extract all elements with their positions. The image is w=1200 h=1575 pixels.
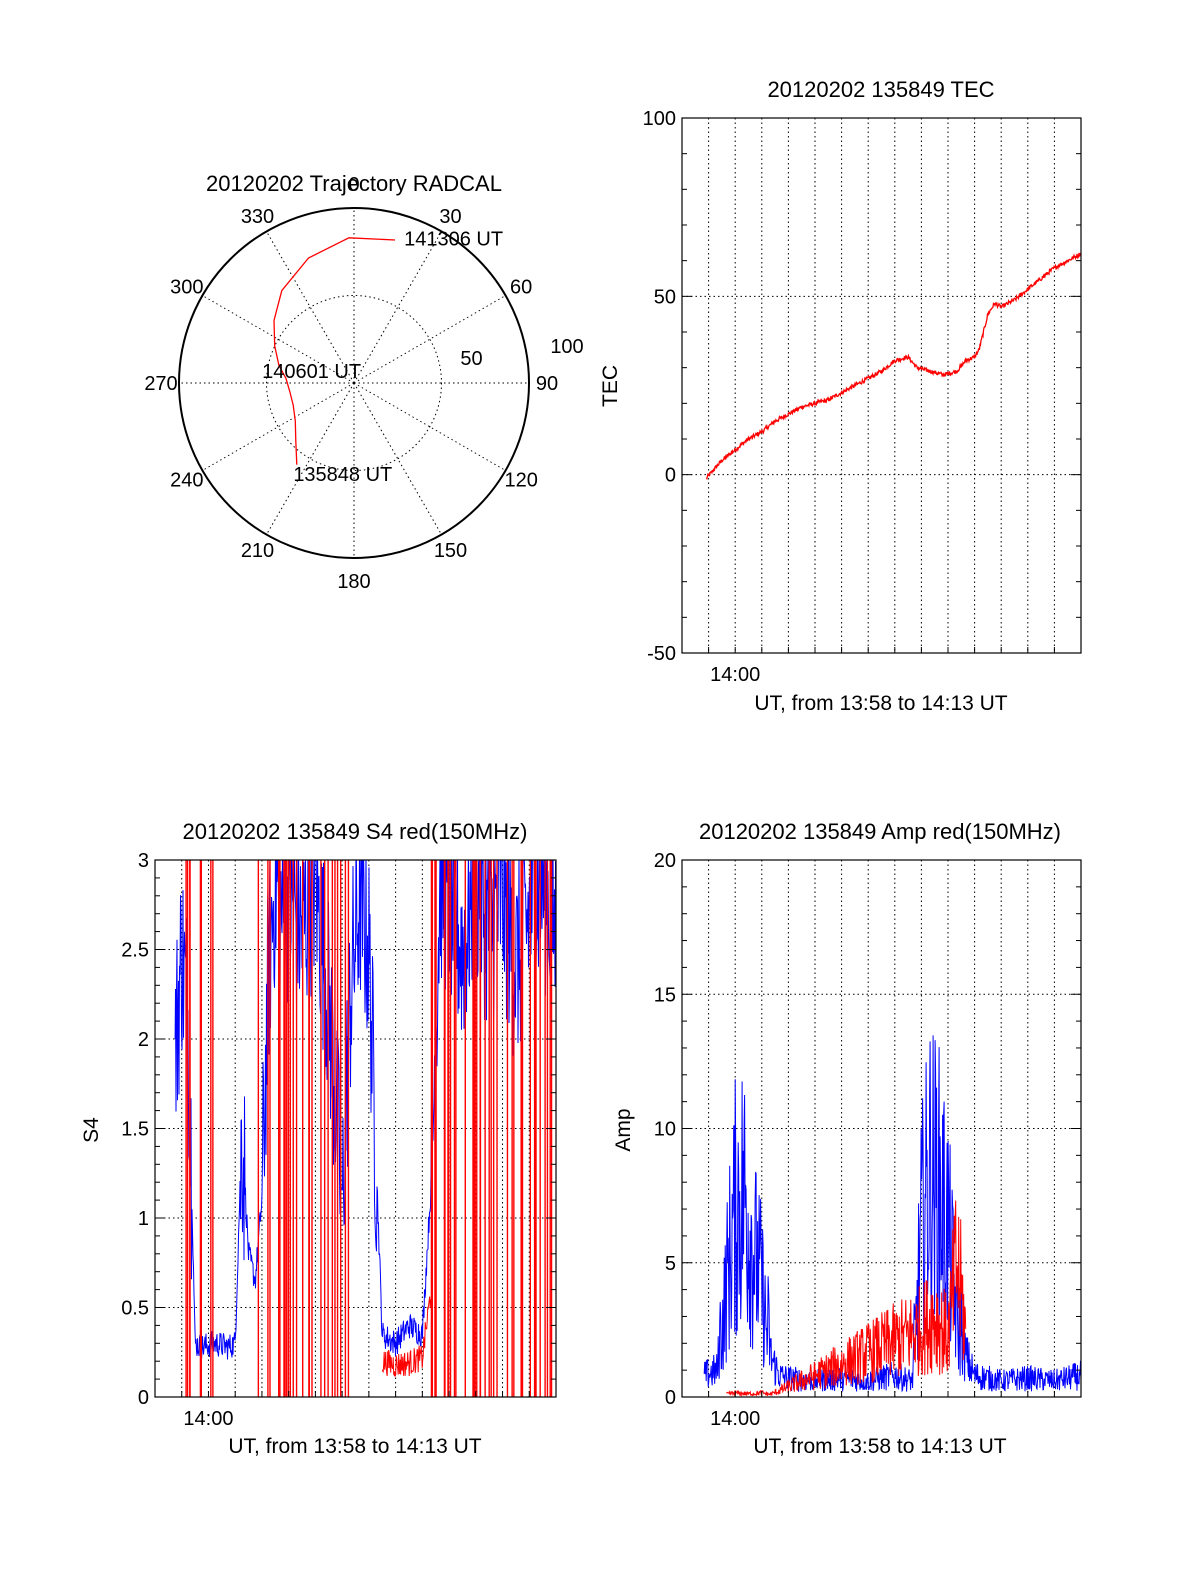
polar-angle-label: 270: [144, 373, 177, 395]
y-tick-label: 1.5: [121, 1119, 149, 1141]
y-tick-label: 0: [138, 1387, 149, 1409]
y-tick-label: 3: [138, 850, 149, 872]
amp-ticks: [681, 859, 1082, 1398]
y-tick-label: 0: [665, 465, 676, 487]
trajectory-polar-chart: 20120202 Trajectory RADCAL 0 30 60 90 120 150…: [144, 171, 583, 593]
amp-series: [703, 1035, 1081, 1397]
polar-angle-label: 300: [170, 277, 203, 299]
y-tick-label: 0.5: [121, 1298, 149, 1320]
y-tick-label: 2.5: [121, 940, 149, 962]
tec-title: 20120202 135849 TEC: [767, 77, 994, 102]
amp-series-line: [703, 1035, 1081, 1393]
tec-series-line: [705, 252, 1081, 481]
trajectory-track: [273, 237, 396, 465]
x-tick-label: 14:00: [183, 1408, 233, 1430]
trajectory-time-label: 135848 UT: [293, 464, 392, 486]
s4-x-tick-labels: 14:00: [183, 1408, 233, 1430]
trajectory-time-label: 140601 UT: [262, 361, 361, 383]
amp-x-tick-labels: 14:00: [710, 1408, 760, 1430]
polar-angle-labels: 0 30 60 90 120 150 180 210 240 270 300 330: [144, 174, 558, 593]
polar-radial-label: 100: [550, 336, 583, 358]
s4-series-line: [174, 860, 556, 1360]
amp-x-axis-label: UT, from 13:58 to 14:13 UT: [753, 1435, 1006, 1458]
y-tick-label: 1: [138, 1208, 149, 1230]
s4-x-axis-label: UT, from 13:58 to 14:13 UT: [228, 1435, 481, 1458]
polar-grid: [179, 208, 529, 558]
amp-y-axis-label: Amp: [612, 1108, 635, 1151]
polar-angle-label: 60: [510, 277, 532, 299]
y-tick-label: 5: [665, 1253, 676, 1275]
s4-chart: 20120202 135849 S4 red(150MHz) 0 0.5 1 1.5 2…: [80, 819, 557, 1458]
polar-radial-labels: 50 100: [460, 336, 583, 370]
polar-angle-label: 150: [434, 540, 467, 562]
tec-x-axis-label: UT, from 13:58 to 14:13 UT: [754, 692, 1007, 715]
polar-ring-50: [266, 295, 442, 471]
trajectory-title: 20120202 Trajectory RADCAL: [206, 171, 502, 196]
s4-ticks: [154, 859, 557, 1398]
polar-angle-label: 120: [504, 470, 537, 492]
y-tick-label: 15: [654, 984, 676, 1006]
y-tick-label: -50: [647, 643, 676, 665]
polar-angle-label: 210: [241, 540, 274, 562]
s4-series-line: [381, 1296, 432, 1377]
tec-y-axis-label: TEC: [599, 365, 622, 407]
y-tick-label: 100: [643, 108, 676, 130]
polar-angle-label: 180: [337, 571, 370, 593]
polar-radial-label: 50: [460, 348, 482, 370]
s4-title: 20120202 135849 S4 red(150MHz): [183, 819, 528, 844]
tec-x-tick-labels: 14:00: [710, 664, 760, 686]
tec-grid: [682, 118, 1081, 653]
tec-series: [705, 252, 1081, 481]
tec-y-tick-labels: -50 0 50 100: [643, 108, 676, 665]
tec-chart: 20120202 135849 TEC -50 0 50 100 14:00 UT, …: [599, 77, 1082, 715]
x-tick-label: 14:00: [710, 664, 760, 686]
y-tick-label: 0: [665, 1387, 676, 1409]
polar-angle-label: 0: [348, 174, 359, 196]
tec-ticks: [681, 117, 1082, 654]
polar-outer-circle: [178, 207, 530, 559]
tec-plot-frame: [681, 117, 1082, 654]
amp-chart: 20120202 135849 Amp red(150MHz) 0 5 10 15 20…: [612, 819, 1082, 1458]
x-tick-label: 14:00: [710, 1408, 760, 1430]
amp-y-tick-labels: 0 5 10 15 20: [654, 850, 676, 1409]
y-tick-label: 50: [654, 286, 676, 308]
polar-angle-label: 90: [536, 373, 558, 395]
amp-title: 20120202 135849 Amp red(150MHz): [699, 819, 1061, 844]
y-tick-label: 10: [654, 1119, 676, 1141]
amp-series-line: [726, 1200, 967, 1397]
polar-angle-label: 240: [170, 470, 203, 492]
y-tick-label: 2: [138, 1029, 149, 1051]
trajectory-annotations: 135848 UT 140601 UT 141306 UT: [262, 228, 503, 486]
s4-y-tick-labels: 0 0.5 1 1.5 2 2.5 3: [121, 850, 149, 1409]
s4-y-axis-label: S4: [80, 1117, 103, 1143]
polar-angle-label: 30: [439, 206, 461, 228]
y-tick-label: 20: [654, 850, 676, 872]
amp-grid: [682, 860, 1081, 1397]
polar-angle-label: 330: [241, 206, 274, 228]
trajectory-time-label: 141306 UT: [404, 228, 503, 250]
